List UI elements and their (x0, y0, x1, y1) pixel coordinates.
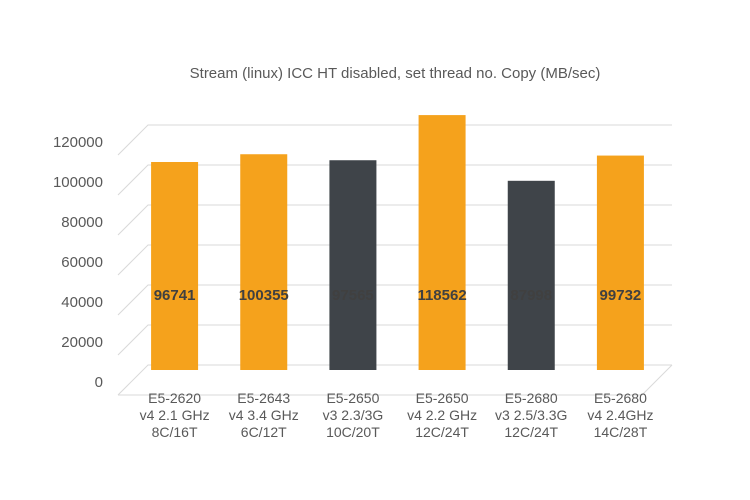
y-tick-label: 0 (95, 374, 103, 391)
y-tick-label: 20000 (61, 334, 103, 351)
floor-side-edge (641, 364, 673, 396)
x-tick-label: E5-2650 v3 2.3/3G 10C/20T (323, 390, 384, 440)
bar-data-label: 100355 (239, 287, 289, 304)
bar (151, 162, 199, 370)
chart-title: Stream (linux) ICC HT disabled, set thre… (190, 65, 601, 82)
bar (329, 160, 377, 370)
gridline (117, 244, 672, 276)
x-tick-label-line: 6C/12T (241, 424, 287, 440)
gridline (117, 364, 672, 396)
x-tick-label: E5-2680 v3 2.5/3.3G 12C/24T (495, 390, 567, 440)
bar-data-labels: 96741 100355 97565 118562 87998 99732 (154, 287, 642, 304)
bar (240, 154, 288, 370)
bar (418, 115, 466, 370)
bar-data-label: 97565 (332, 287, 374, 304)
x-tick-label-line: 8C/16T (152, 424, 198, 440)
y-tick-label: 80000 (61, 214, 103, 231)
bar-data-label: 87998 (510, 287, 552, 304)
x-tick-label: E5-2643 v4 3.4 GHz 6C/12T (229, 390, 299, 440)
x-tick-label-line: v3 2.5/3.3G (495, 407, 567, 423)
bar-data-label: 99732 (600, 287, 642, 304)
x-tick-label-line: v3 2.3/3G (323, 407, 384, 423)
bar-data-label: 118562 (417, 287, 466, 304)
gridline (117, 124, 672, 156)
x-tick-label-line: 14C/28T (594, 424, 648, 440)
y-tick-label: 40000 (61, 294, 103, 311)
x-tick-label-line: E5-2680 (594, 390, 647, 406)
x-tick-label-line: v4 2.2 GHz (407, 407, 477, 423)
x-tick-label-line: E5-2650 (416, 390, 469, 406)
y-axis-tick-labels: 0 20000 40000 60000 80000 100000 120000 (53, 134, 103, 391)
x-tick-label-line: v4 3.4 GHz (229, 407, 299, 423)
bar (596, 155, 644, 370)
gridline (117, 164, 672, 196)
x-tick-label-line: E5-2650 (326, 390, 379, 406)
bars (151, 115, 644, 370)
x-tick-label-line: E5-2643 (237, 390, 290, 406)
bar (507, 180, 555, 370)
x-tick-label-line: E5-2680 (505, 390, 558, 406)
gridline (117, 284, 672, 316)
x-tick-label-line: v4 2.1 GHz (140, 407, 210, 423)
x-tick-label: E5-2650 v4 2.2 GHz 12C/24T (407, 390, 477, 440)
x-tick-label-line: 10C/20T (326, 424, 380, 440)
x-tick-label: E5-2620 v4 2.1 GHz 8C/16T (140, 390, 210, 440)
x-tick-label-line: E5-2620 (148, 390, 201, 406)
y-tick-label: 100000 (53, 174, 103, 191)
x-tick-label: E5-2680 v4 2.4GHz 14C/28T (587, 390, 653, 440)
y-tick-label: 60000 (61, 254, 103, 271)
x-tick-label-line: 12C/24T (504, 424, 558, 440)
x-tick-label-line: v4 2.4GHz (587, 407, 653, 423)
x-axis-tick-labels: E5-2620 v4 2.1 GHz 8C/16T E5-2643 v4 3.4 GHz… (140, 390, 654, 440)
gridline (117, 324, 672, 356)
gridline (117, 204, 672, 236)
gridlines (117, 124, 673, 396)
bar-data-label: 96741 (154, 287, 196, 304)
y-tick-label: 120000 (53, 134, 103, 151)
x-tick-label-line: 12C/24T (415, 424, 469, 440)
